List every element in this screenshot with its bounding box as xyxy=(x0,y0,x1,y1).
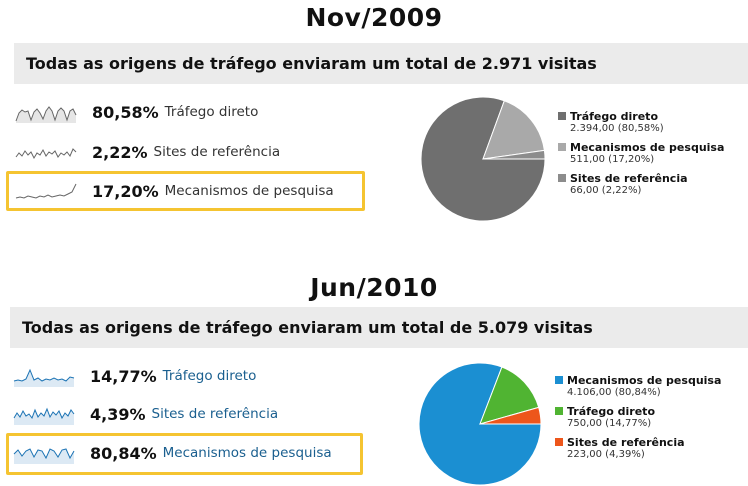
legend-value: 511,00 (17,20%) xyxy=(570,154,655,165)
pie-slice-sites-de-refer-ncia xyxy=(482,149,546,160)
percent-value: 80,58% xyxy=(92,102,159,122)
percent-value: 2,22% xyxy=(92,142,148,162)
period-title-nov2009: Nov/2009 xyxy=(305,3,443,32)
legend-value: 750,00 (14,77%) xyxy=(567,418,652,429)
legend-value: 4.106,00 (80,84%) xyxy=(567,387,661,398)
pie-slice-mecanismos-de-pesquisa xyxy=(482,100,545,160)
legend-swatch xyxy=(558,174,566,182)
legend-name: Tráfego direto xyxy=(570,110,658,123)
traffic-row-referral[interactable]: 4,39% Sites de referência xyxy=(12,401,278,427)
source-label: Mecanismos de pesquisa xyxy=(164,183,334,199)
highlight-box xyxy=(6,171,365,211)
summary-bar-nov2009: Todas as origens de tráfego enviaram um … xyxy=(14,43,748,84)
legend-swatch xyxy=(555,438,563,446)
pie-chart-jun2010 xyxy=(418,362,542,486)
percent-value: 4,39% xyxy=(90,404,146,424)
sparkline-icon xyxy=(13,368,75,387)
summary-text: Todas as origens de tráfego enviaram um … xyxy=(22,318,593,337)
legend-item: Sites de referência 66,00 (2,22%) xyxy=(558,172,724,196)
legend-name: Sites de referência xyxy=(570,172,688,185)
sparkline-icon xyxy=(13,407,75,425)
legend-value: 2.394,00 (80,58%) xyxy=(570,123,664,134)
traffic-row-search[interactable]: 17,20% Mecanismos de pesquisa xyxy=(14,178,334,204)
legend-name: Sites de referência xyxy=(567,436,685,449)
legend-jun2010: Mecanismos de pesquisa 4.106,00 (80,84%)… xyxy=(555,374,721,467)
pie-slice-sites-de-refer-ncia xyxy=(479,406,542,425)
percent-value: 80,84% xyxy=(90,443,157,463)
period-title-jun2010: Jun/2010 xyxy=(310,273,438,302)
legend-item: Mecanismos de pesquisa 4.106,00 (80,84%) xyxy=(555,374,721,398)
sparkline-icon xyxy=(15,148,77,160)
traffic-row-referral[interactable]: 2,22% Sites de referência xyxy=(14,139,280,165)
legend-name: Tráfego direto xyxy=(567,405,655,418)
legend-name: Mecanismos de pesquisa xyxy=(570,141,725,154)
percent-value: 14,77% xyxy=(90,366,157,386)
summary-text: Todas as origens de tráfego enviaram um … xyxy=(26,54,597,73)
source-label: Tráfego direto xyxy=(162,368,257,384)
legend-value: 66,00 (2,22%) xyxy=(570,185,642,196)
sparkline-icon xyxy=(15,183,77,199)
source-label: Sites de referência xyxy=(153,144,281,160)
percent-value: 17,20% xyxy=(92,181,159,201)
source-label: Sites de referência xyxy=(151,406,279,422)
legend-item: Tráfego direto 2.394,00 (80,58%) xyxy=(558,110,724,134)
source-label: Mecanismos de pesquisa xyxy=(162,445,332,461)
sparkline-icon xyxy=(13,448,75,464)
legend-swatch xyxy=(555,407,563,415)
pie-chart-nov2009 xyxy=(420,96,546,222)
traffic-row-search[interactable]: 80,84% Mecanismos de pesquisa xyxy=(12,440,332,466)
sparkline-icon xyxy=(15,106,77,123)
legend-value: 223,00 (4,39%) xyxy=(567,449,645,460)
legend-swatch xyxy=(558,143,566,151)
legend-name: Mecanismos de pesquisa xyxy=(567,374,722,387)
legend-nov2009: Tráfego direto 2.394,00 (80,58%) Mecanis… xyxy=(558,110,724,203)
legend-swatch xyxy=(558,112,566,120)
traffic-row-direct[interactable]: 80,58% Tráfego direto xyxy=(14,99,258,125)
summary-bar-jun2010: Todas as origens de tráfego enviaram um … xyxy=(10,307,748,348)
pie-slice-tr-fego-direto xyxy=(479,366,540,425)
legend-item: Mecanismos de pesquisa 511,00 (17,20%) xyxy=(558,141,724,165)
traffic-row-direct[interactable]: 14,77% Tráfego direto xyxy=(12,363,256,389)
legend-swatch xyxy=(555,376,563,384)
legend-item: Sites de referência 223,00 (4,39%) xyxy=(555,436,721,460)
highlight-box xyxy=(6,433,363,475)
source-label: Tráfego direto xyxy=(164,104,259,120)
legend-item: Tráfego direto 750,00 (14,77%) xyxy=(555,405,721,429)
